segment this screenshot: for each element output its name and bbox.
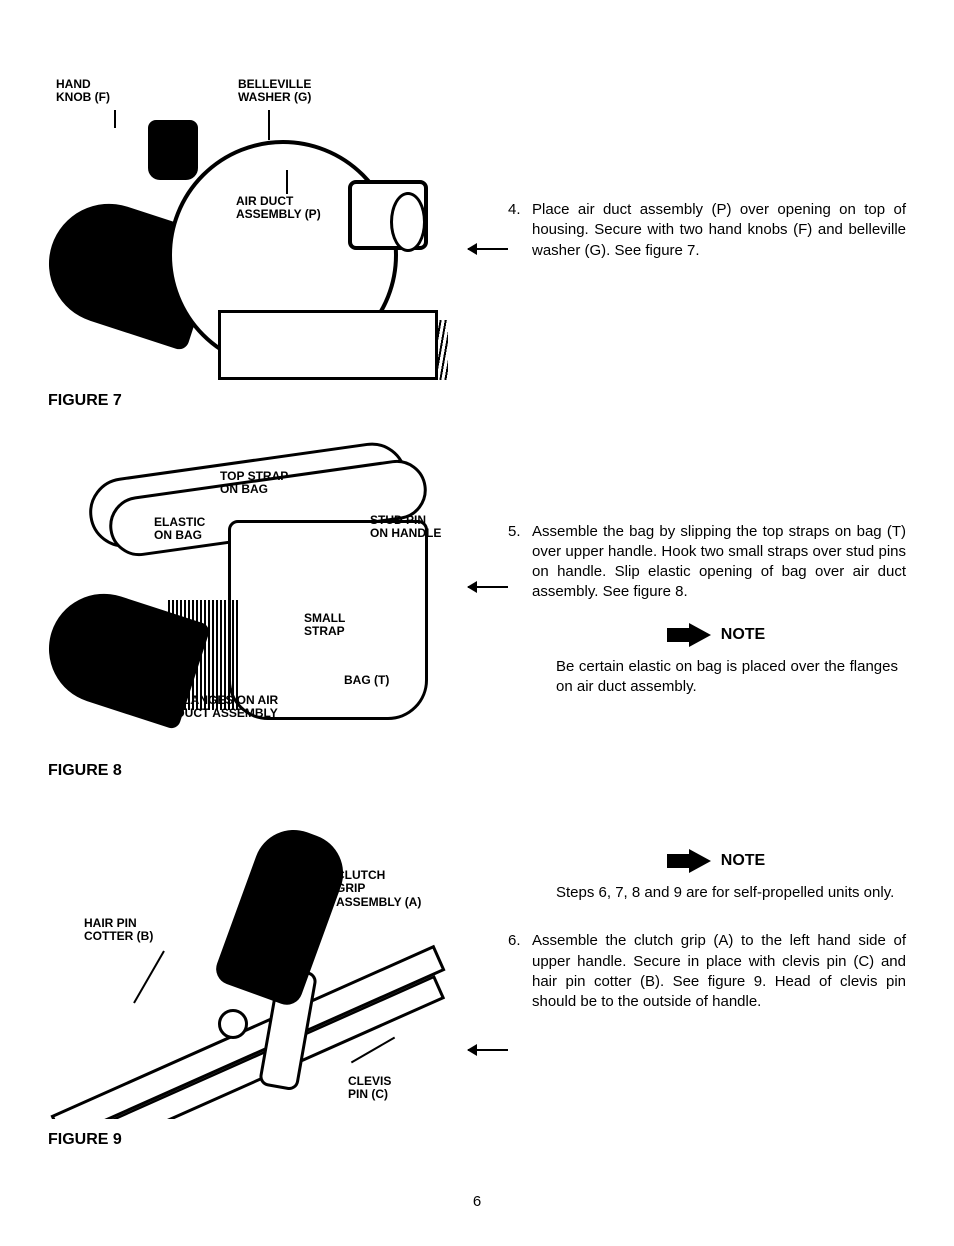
note-2-body: Steps 6, 7, 8 and 9 are for self-propell… bbox=[548, 883, 906, 903]
step-6-block: NOTE Steps 6, 7, 8 and 9 are for self-pr… bbox=[458, 799, 906, 1026]
step-6: 6. Assemble the clutch grip (A) to the l… bbox=[508, 931, 906, 1012]
callout-small-strap: SMALL STRAP bbox=[304, 612, 345, 638]
step-4-block: 4. Place air duct assembly (P) over open… bbox=[458, 60, 906, 275]
callout-bag: BAG (T) bbox=[344, 674, 389, 687]
step-4: 4. Place air duct assembly (P) over open… bbox=[508, 200, 906, 261]
callout-air-duct: AIR DUCT ASSEMBLY (P) bbox=[236, 195, 321, 221]
note-2: NOTE Steps 6, 7, 8 and 9 are for self-pr… bbox=[548, 849, 906, 903]
row-figure-8: TOP STRAP ON BAG ELASTIC ON BAG STUD PIN… bbox=[48, 430, 906, 782]
note-arrow-icon bbox=[689, 849, 711, 873]
figure-8-block: TOP STRAP ON BAG ELASTIC ON BAG STUD PIN… bbox=[48, 430, 458, 782]
step-6-text: Assemble the clutch grip (A) to the left… bbox=[532, 931, 906, 1012]
note-1: NOTE Be certain elastic on bag is placed… bbox=[548, 623, 906, 698]
note-1-body: Be certain elastic on bag is placed over… bbox=[548, 657, 906, 698]
figure-8-caption: FIGURE 8 bbox=[48, 760, 458, 782]
step-5-number: 5. bbox=[508, 522, 532, 603]
callout-clevis: CLEVIS PIN (C) bbox=[348, 1075, 391, 1101]
step-5-text: Assemble the bag by slipping the top str… bbox=[532, 522, 906, 603]
figure-7-block: HAND KNOB (F) BELLEVILLE WASHER (G) AIR … bbox=[48, 60, 458, 412]
figure-8-image: TOP STRAP ON BAG ELASTIC ON BAG STUD PIN… bbox=[48, 430, 448, 750]
step-4-text: Place air duct assembly (P) over opening… bbox=[532, 200, 906, 261]
arrow-icon bbox=[468, 248, 508, 250]
note-1-header: NOTE bbox=[548, 623, 906, 647]
arrow-icon bbox=[468, 586, 508, 588]
page: HAND KNOB (F) BELLEVILLE WASHER (G) AIR … bbox=[0, 0, 954, 1246]
figure-9-block: CLUTCH GRIP ASSEMBLY (A) HAIR PIN COTTER… bbox=[48, 799, 458, 1151]
page-number: 6 bbox=[0, 1192, 954, 1212]
callout-stud-pin: STUD PIN ON HANDLE bbox=[370, 514, 441, 540]
note-1-title: NOTE bbox=[721, 624, 765, 646]
callout-elastic: ELASTIC ON BAG bbox=[154, 516, 205, 542]
callout-top-strap: TOP STRAP ON BAG bbox=[220, 470, 288, 496]
figure-7-caption: FIGURE 7 bbox=[48, 390, 458, 412]
callout-flanges: FLANGES ON AIR DUCT ASSEMBLY bbox=[176, 694, 278, 720]
row-figure-9: CLUTCH GRIP ASSEMBLY (A) HAIR PIN COTTER… bbox=[48, 799, 906, 1151]
callout-belleville: BELLEVILLE WASHER (G) bbox=[238, 78, 311, 104]
step-5: 5. Assemble the bag by slipping the top … bbox=[508, 522, 906, 603]
note-2-title: NOTE bbox=[721, 850, 765, 872]
step-4-number: 4. bbox=[508, 200, 532, 261]
callout-hairpin: HAIR PIN COTTER (B) bbox=[84, 917, 153, 943]
figure-9-image: CLUTCH GRIP ASSEMBLY (A) HAIR PIN COTTER… bbox=[48, 799, 448, 1119]
row-figure-7: HAND KNOB (F) BELLEVILLE WASHER (G) AIR … bbox=[48, 60, 906, 412]
figure-9-caption: FIGURE 9 bbox=[48, 1129, 458, 1151]
callout-clutch: CLUTCH GRIP ASSEMBLY (A) bbox=[336, 869, 421, 909]
step-5-block: 5. Assemble the bag by slipping the top … bbox=[458, 430, 906, 708]
figure-7-image: HAND KNOB (F) BELLEVILLE WASHER (G) AIR … bbox=[48, 60, 448, 380]
note-arrow-icon bbox=[689, 623, 711, 647]
note-2-header: NOTE bbox=[548, 849, 906, 873]
callout-hand-knob: HAND KNOB (F) bbox=[56, 78, 110, 104]
step-6-number: 6. bbox=[508, 931, 532, 1012]
arrow-icon bbox=[468, 1049, 508, 1051]
